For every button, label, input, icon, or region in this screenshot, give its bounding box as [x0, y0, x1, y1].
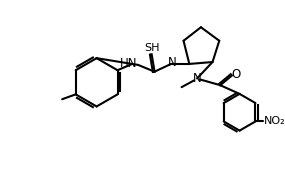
Text: HN: HN — [120, 58, 137, 70]
Text: NO₂: NO₂ — [264, 116, 285, 126]
Text: N: N — [168, 56, 176, 70]
Text: N: N — [193, 72, 201, 85]
Text: O: O — [231, 68, 240, 81]
Text: SH: SH — [144, 43, 159, 54]
